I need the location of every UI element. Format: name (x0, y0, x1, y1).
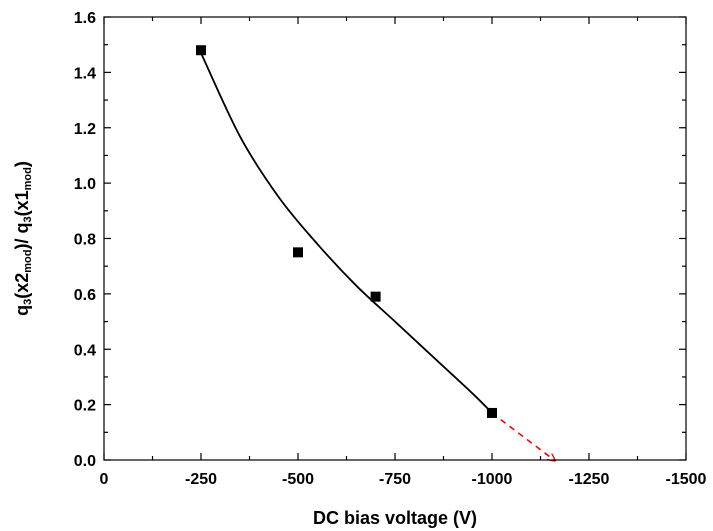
plot-lines (200, 52, 554, 460)
axis-ticks (103, 16, 687, 461)
y-tick-label: 0.8 (74, 232, 96, 249)
x-tick-label: -500 (282, 471, 314, 488)
plot-frame (103, 16, 687, 461)
y-axis-title: q3(x2mod)/ q3(x1mod) (12, 161, 34, 316)
y-tick-labels: 0.0 0.2 0.4 0.6 0.8 1.0 1.2 1.4 1.6 (74, 10, 96, 470)
data-point (370, 291, 381, 302)
y-tick-label: 0.0 (74, 453, 96, 470)
extrapolation-arrow (491, 412, 554, 460)
data-point (487, 407, 497, 418)
y-tick-label: 1.6 (74, 10, 96, 27)
x-tick-label: -1250 (569, 471, 610, 488)
y-tick-label: 0.6 (74, 287, 96, 304)
x-tick-label: 0 (100, 471, 109, 488)
y-tick-label: 1.2 (74, 121, 96, 138)
x-axis-title: DC bias voltage (V) (313, 508, 477, 528)
y-tick-label: 0.2 (74, 398, 96, 415)
y-tick-label: 1.4 (74, 65, 96, 82)
x-tick-label: -750 (379, 471, 411, 488)
x-tick-label: -1000 (472, 471, 513, 488)
y-tick-label: 1.0 (74, 176, 96, 193)
y-tick-label: 0.4 (74, 342, 96, 359)
x-tick-label: -250 (185, 471, 217, 488)
data-point (293, 247, 303, 258)
x-tick-labels: 0 -250 -500 -750 -1000 -1250 -1500 (100, 471, 707, 488)
data-point (196, 45, 206, 56)
fit-curve (200, 52, 493, 414)
x-tick-label: -1500 (666, 471, 707, 488)
data-markers (196, 45, 497, 418)
